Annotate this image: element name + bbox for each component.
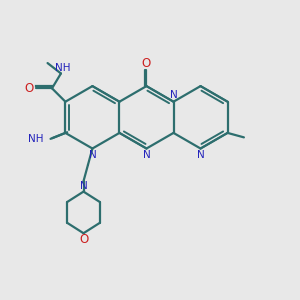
Text: NH: NH [55, 63, 70, 73]
Text: O: O [25, 82, 34, 95]
Text: N: N [80, 181, 87, 191]
Text: N: N [142, 150, 150, 160]
Text: N: N [197, 150, 204, 160]
Text: N: N [169, 90, 177, 100]
Text: O: O [79, 233, 88, 246]
Text: O: O [142, 57, 151, 70]
Text: N: N [88, 150, 96, 160]
Text: NH: NH [28, 134, 43, 144]
